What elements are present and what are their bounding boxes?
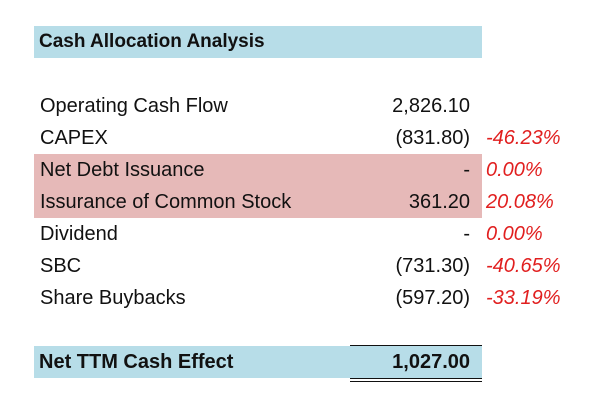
row-percentage: 0.00% — [486, 159, 543, 181]
row-percentage: -33.19% — [486, 287, 561, 309]
total-double-underline-1 — [350, 378, 482, 379]
row-value: (731.30) — [395, 255, 471, 277]
row-capex: CAPEX (831.80) -46.23% — [34, 122, 574, 154]
sheet-title: Cash Allocation Analysis — [39, 31, 265, 52]
row-operating-cash-flow: Operating Cash Flow 2,826.10 — [34, 90, 574, 122]
total-value: 1,027.00 — [392, 351, 470, 373]
row-label: Net Debt Issuance — [40, 159, 205, 181]
row-value: 2,826.10 — [392, 95, 470, 117]
total-double-underline-2 — [350, 381, 482, 382]
row-sbc: SBC (731.30) -40.65% — [34, 250, 574, 282]
row-percentage: -46.23% — [486, 127, 561, 149]
row-percentage: -40.65% — [486, 255, 561, 277]
row-label: Operating Cash Flow — [40, 95, 228, 117]
row-issuance-common-stock: Issurance of Common Stock 361.20 20.08% — [34, 186, 574, 218]
total-label: Net TTM Cash Effect — [39, 351, 234, 373]
row-value: - — [463, 223, 470, 245]
row-label: Share Buybacks — [40, 287, 186, 309]
title-bar: Cash Allocation Analysis — [34, 26, 482, 58]
row-percentage: 0.00% — [486, 223, 543, 245]
highlighted-rows-fill — [34, 154, 482, 218]
row-share-buybacks: Share Buybacks (597.20) -33.19% — [34, 282, 574, 314]
row-dividend: Dividend - 0.00% — [34, 218, 574, 250]
row-net-debt-issuance: Net Debt Issuance - 0.00% — [34, 154, 574, 186]
total-row: Net TTM Cash Effect 1,027.00 — [34, 346, 482, 378]
row-label: Issurance of Common Stock — [40, 191, 292, 213]
row-label: Dividend — [40, 223, 118, 245]
row-label: CAPEX — [40, 127, 108, 149]
total-top-border — [350, 345, 482, 346]
row-value: - — [463, 159, 470, 181]
row-value: (597.20) — [395, 287, 471, 309]
row-label: SBC — [40, 255, 82, 277]
row-value: (831.80) — [395, 127, 471, 149]
row-value: 361.20 — [408, 191, 470, 213]
row-percentage: 20.08% — [486, 191, 554, 213]
